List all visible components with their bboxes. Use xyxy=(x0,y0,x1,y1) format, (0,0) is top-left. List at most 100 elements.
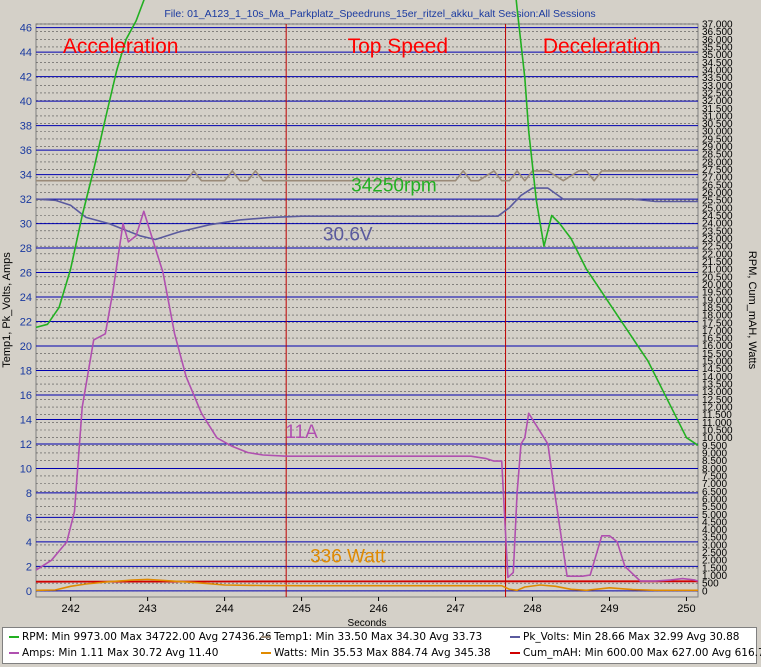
legend-swatch-volts xyxy=(510,636,520,638)
y-right-tick-label: 5.500 xyxy=(702,502,727,513)
legend-item-temp: Temp1: Min 33.50 Max 34.30 Avg 33.73 xyxy=(261,631,482,643)
y-right-tick-label: 27.500 xyxy=(702,165,733,176)
y-left-tick-label: 10 xyxy=(20,463,32,475)
x-tick-label: 243 xyxy=(138,603,156,615)
y-right-tick-label: 34.500 xyxy=(702,58,733,69)
y-left-tick-label: 44 xyxy=(20,47,32,59)
y-axis-label-right: RPM, Cum_mAH, Watts xyxy=(746,251,758,370)
y-right-tick-label: 22.500 xyxy=(702,242,733,253)
phase-label: Acceleration xyxy=(63,35,179,58)
y-right-tick-label: 23.000 xyxy=(702,234,733,245)
annotation-label: 336 Watt xyxy=(310,547,386,568)
y-left-tick-label: 38 xyxy=(20,121,32,133)
y-right-tick-label: 34.000 xyxy=(702,65,733,76)
phase-label: Top Speed xyxy=(348,35,448,58)
y-right-tick-label: 33.500 xyxy=(702,73,733,84)
y-right-tick-label: 35.500 xyxy=(702,42,733,53)
annotation-label: 11A xyxy=(285,422,318,443)
y-left-tick-label: 24 xyxy=(20,292,32,304)
y-right-tick-label: 0 xyxy=(702,586,708,597)
y-right-tick-label: 23.500 xyxy=(702,226,733,237)
y-right-tick-label: 9.000 xyxy=(702,448,727,459)
y-left-tick-label: 32 xyxy=(20,194,32,206)
legend-swatch-watts xyxy=(261,652,271,654)
y-right-tick-label: 32.500 xyxy=(702,88,733,99)
y-right-tick-label: 36.500 xyxy=(702,27,733,38)
y-right-tick-label: 14.000 xyxy=(702,372,733,383)
chart: File: 01_A123_1_10s_Ma_Parkplatz_Speedru… xyxy=(1,0,758,627)
y-left-tick-label: 14 xyxy=(20,414,32,426)
y-right-tick-label: 28.500 xyxy=(702,150,733,161)
y-right-tick-label: 36.000 xyxy=(702,35,733,46)
y-right-tick-label: 26.000 xyxy=(702,188,733,199)
y-right-tick-label: 12.500 xyxy=(702,395,733,406)
y-right-tick-label: 29.500 xyxy=(702,134,733,145)
legend-swatch-amps xyxy=(9,652,19,654)
y-right-tick-label: 1.000 xyxy=(702,571,727,582)
y-right-tick-label: 8.500 xyxy=(702,456,727,467)
y-left-tick-label: 28 xyxy=(20,243,32,255)
y-right-tick-label: 12.000 xyxy=(702,403,733,414)
y-right-tick-label: 2.000 xyxy=(702,556,727,567)
y-right-tick-label: 500 xyxy=(702,579,719,590)
y-right-tick-label: 19.500 xyxy=(702,288,733,299)
y-right-tick-label: 7.500 xyxy=(702,471,727,482)
y-right-tick-label: 3.000 xyxy=(702,540,727,551)
y-left-tick-label: 34 xyxy=(20,170,32,182)
legend-text-rpm: RPM: Min 9973.00 Max 34722.00 Avg 27436.… xyxy=(22,631,272,643)
y-right-tick-label: 15.500 xyxy=(702,349,733,360)
series-line-amps xyxy=(35,210,699,582)
y-right-tick-label: 10.000 xyxy=(702,433,733,444)
legend-item-amps: Amps: Min 1.11 Max 30.72 Avg 11.40 xyxy=(9,647,218,659)
y-right-tick-label: 2.500 xyxy=(702,548,727,559)
legend-text-amps: Amps: Min 1.11 Max 30.72 Avg 11.40 xyxy=(22,647,219,659)
y-right-tick-label: 35.000 xyxy=(702,50,733,61)
x-tick-label: 249 xyxy=(600,603,618,615)
y-right-tick-label: 21.500 xyxy=(702,257,733,268)
y-right-tick-label: 17.500 xyxy=(702,318,733,329)
y-right-tick-label: 33.000 xyxy=(702,81,733,92)
y-right-tick-label: 20.500 xyxy=(702,272,733,283)
annotation-label: 30.6V xyxy=(323,225,373,246)
y-left-tick-label: 46 xyxy=(20,23,32,35)
y-right-tick-label: 14.500 xyxy=(702,364,733,375)
y-right-tick-label: 21.000 xyxy=(702,265,733,276)
x-tick-label: 244 xyxy=(215,603,233,615)
y-right-tick-label: 31.000 xyxy=(702,111,733,122)
y-right-tick-label: 9.500 xyxy=(702,441,727,452)
y-left-tick-label: 22 xyxy=(20,317,32,329)
x-tick-label: 242 xyxy=(61,603,79,615)
y-left-tick-label: 36 xyxy=(20,145,32,157)
y-right-tick-label: 31.500 xyxy=(702,104,733,115)
y-right-tick-label: 11.500 xyxy=(702,410,732,421)
y-right-tick-label: 18.000 xyxy=(702,311,733,322)
y-left-tick-label: 20 xyxy=(20,341,32,353)
legend-text-watts: Watts: Min 35.53 Max 884.74 Avg 345.38 xyxy=(274,647,491,659)
y-left-tick-label: 18 xyxy=(20,365,32,377)
y-left-tick-label: 40 xyxy=(20,96,32,108)
legend: RPM: Min 9973.00 Max 34722.00 Avg 27436.… xyxy=(2,627,761,664)
y-right-tick-label: 10.500 xyxy=(702,426,733,437)
y-right-tick-label: 20.000 xyxy=(702,280,733,291)
y-right-tick-label: 17.000 xyxy=(702,326,733,337)
y-right-tick-label: 24.000 xyxy=(702,219,733,230)
y-right-tick-label: 16.000 xyxy=(702,341,733,352)
y-right-tick-label: 4.000 xyxy=(702,525,727,536)
y-left-tick-label: 8 xyxy=(26,488,32,500)
y-right-tick-label: 30.000 xyxy=(702,127,733,138)
y-right-tick-label: 8.000 xyxy=(702,464,727,475)
y-left-tick-label: 42 xyxy=(20,72,32,84)
series-line-rpm xyxy=(35,0,699,446)
series-line-watts xyxy=(35,578,698,592)
y-left-tick-label: 30 xyxy=(20,219,32,231)
y-right-tick-label: 16.500 xyxy=(702,334,733,345)
legend-text-mah: Cum_mAH: Min 600.00 Max 627.00 Avg 616.7… xyxy=(523,647,761,659)
y-right-tick-label: 26.500 xyxy=(702,180,733,191)
y-right-tick-label: 7.000 xyxy=(702,479,727,490)
y-right-tick-label: 25.500 xyxy=(702,196,733,207)
y-left-tick-label: 6 xyxy=(26,512,32,524)
y-right-tick-label: 37.000 xyxy=(702,20,733,31)
y-right-tick-label: 27.000 xyxy=(702,173,733,184)
y-right-tick-label: 19.000 xyxy=(702,295,733,306)
y-right-tick-label: 13.500 xyxy=(702,380,733,391)
